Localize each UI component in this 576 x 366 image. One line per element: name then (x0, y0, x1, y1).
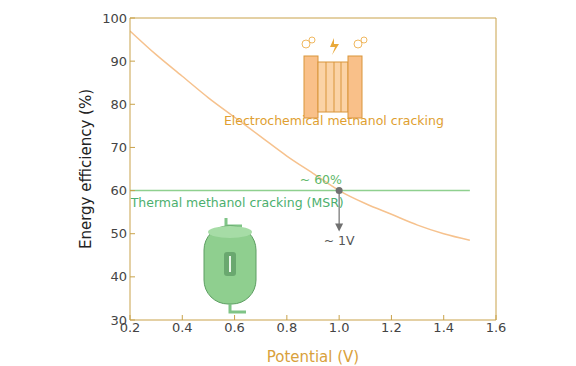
svg-text:1.6: 1.6 (486, 320, 507, 335)
svg-text:Energy efficiency (%): Energy efficiency (%) (77, 89, 95, 249)
svg-text:80: 80 (110, 97, 127, 112)
svg-text:~ 1V: ~ 1V (324, 233, 355, 248)
svg-text:100: 100 (102, 11, 127, 26)
svg-text:Electrochemical methanol crack: Electrochemical methanol cracking (224, 113, 444, 128)
svg-text:30: 30 (110, 313, 127, 328)
svg-text:40: 40 (110, 269, 127, 284)
svg-text:0.2: 0.2 (119, 320, 141, 336)
svg-text:0.4: 0.4 (172, 320, 193, 335)
svg-text:0.6: 0.6 (224, 320, 245, 335)
svg-text:~ 60%: ~ 60% (300, 172, 342, 187)
svg-text:Thermal methanol cracking (MSR: Thermal methanol cracking (MSR) (130, 195, 344, 210)
svg-text:0.8: 0.8 (277, 320, 298, 335)
svg-text:1.2: 1.2 (381, 320, 402, 335)
svg-text:90: 90 (110, 54, 127, 69)
svg-text:50: 50 (110, 226, 127, 241)
svg-text:1.4: 1.4 (433, 320, 454, 335)
svg-text:1.0: 1.0 (329, 320, 350, 335)
svg-text:60: 60 (110, 183, 127, 198)
svg-text:70: 70 (110, 140, 127, 155)
svg-text:Potential (V): Potential (V) (267, 348, 359, 366)
